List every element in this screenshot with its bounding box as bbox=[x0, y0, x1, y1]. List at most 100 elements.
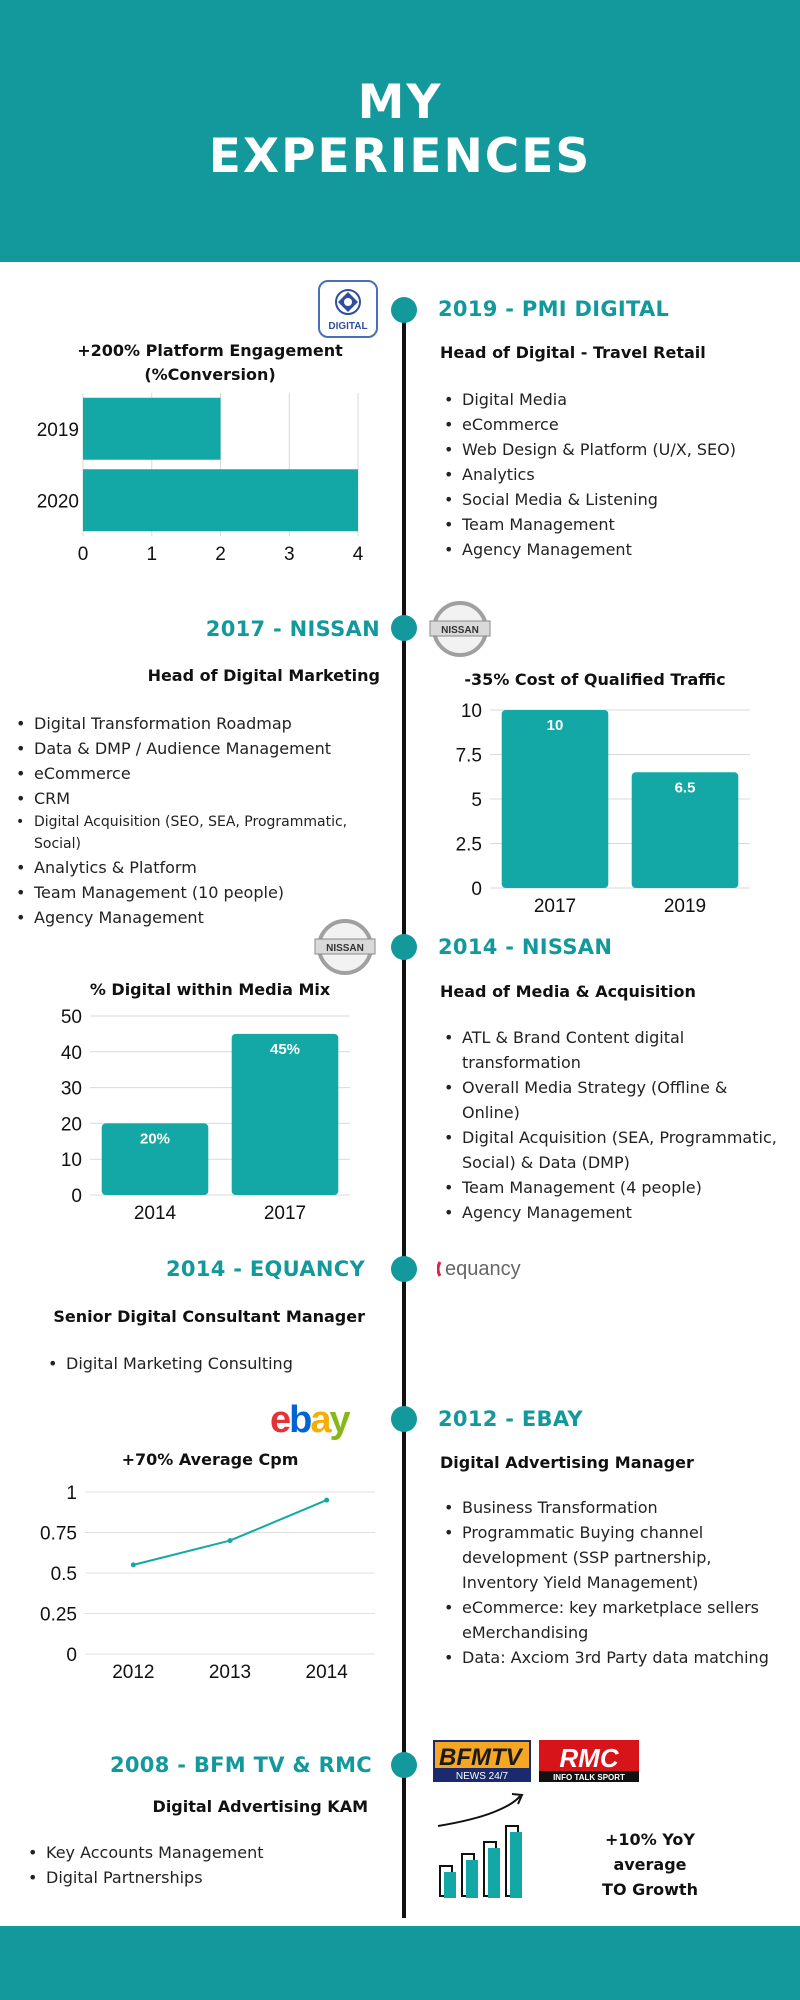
tick-label: 0 bbox=[78, 544, 89, 563]
bullet-list-pmi: Digital MediaeCommerceWeb Design & Platf… bbox=[440, 387, 790, 562]
category-label: 2017 bbox=[264, 1203, 306, 1224]
growth-chart-icon bbox=[437, 1793, 524, 1898]
section-title-ebay: 2012 - EBAY bbox=[438, 1407, 583, 1431]
chart-title-cost: -35% Cost of Qualified Traffic bbox=[464, 670, 726, 689]
role-ebay: Digital Advertising Manager bbox=[440, 1453, 694, 1472]
timeline-dot bbox=[391, 1256, 417, 1282]
bullet-item: Agency Management bbox=[12, 905, 382, 930]
bar bbox=[631, 772, 739, 888]
role-equancy: Senior Digital Consultant Manager bbox=[53, 1307, 365, 1326]
timeline-dot bbox=[391, 615, 417, 641]
growth-line-2: average bbox=[613, 1855, 687, 1874]
section-title-pmi: 2019 - PMI DIGITAL bbox=[438, 297, 670, 321]
data-label: 45% bbox=[270, 1041, 300, 1058]
chart-title-cpm: +70% Average Cpm bbox=[121, 1450, 299, 1469]
bullet-item: Team Management bbox=[440, 512, 790, 537]
timeline-dot bbox=[391, 934, 417, 960]
page-title-line2: EXPERIENCES bbox=[208, 129, 592, 184]
bar bbox=[501, 710, 609, 888]
engagement-bar-chart: 0 1 2 3 4 2019 2020 bbox=[37, 393, 364, 563]
category-label: 2017 bbox=[534, 896, 576, 917]
role-bfm: Digital Advertising KAM bbox=[152, 1797, 368, 1816]
page-title-line1: MY bbox=[357, 75, 443, 130]
timeline-line bbox=[402, 300, 406, 1918]
tick-label: 1 bbox=[66, 1483, 77, 1504]
bullet-item: Business Transformation bbox=[440, 1495, 790, 1520]
tick-label: 2.5 bbox=[456, 835, 482, 856]
bullet-list-nissan-2014: ATL & Brand Content digital transformati… bbox=[440, 1025, 790, 1225]
bar bbox=[83, 469, 358, 532]
tick-label: 4 bbox=[353, 544, 364, 563]
bfmtv-logo: BFMTV NEWS 24/7 bbox=[433, 1740, 531, 1782]
ebay-logo: ebay bbox=[268, 1396, 368, 1441]
bfm-logo-text: BFMTV bbox=[439, 1744, 524, 1771]
section-title-nissan-2017: 2017 - NISSAN bbox=[205, 617, 380, 641]
bullet-item: Overall Media Strategy (Offline & Online… bbox=[440, 1075, 790, 1125]
bullet-item: Analytics & Platform bbox=[12, 855, 382, 880]
tick-label: 7.5 bbox=[456, 746, 482, 767]
nissan-logo: NISSAN bbox=[427, 600, 493, 658]
section-title-nissan-2014: 2014 - NISSAN bbox=[438, 935, 613, 959]
data-label: 6.5 bbox=[675, 779, 696, 796]
bullet-item: eCommerce bbox=[12, 761, 382, 786]
bullet-item: Digital Partnerships bbox=[24, 1865, 364, 1890]
tick-label: 50 bbox=[61, 1007, 82, 1028]
growth-line-1: +10% YoY bbox=[605, 1830, 695, 1849]
data-point bbox=[324, 1497, 330, 1503]
bullet-item: Data & DMP / Audience Management bbox=[12, 736, 382, 761]
timeline-dot bbox=[391, 297, 417, 323]
media-mix-bar-chart: 0 10 20 30 40 50 20% 2014 45% 2017 bbox=[61, 1007, 350, 1224]
bullet-item: Team Management (4 people) bbox=[440, 1175, 790, 1200]
bullet-list-ebay: Business TransformationProgrammatic Buyi… bbox=[440, 1495, 790, 1670]
equancy-logo-text: equancy bbox=[445, 1258, 521, 1280]
bar bbox=[83, 397, 221, 460]
chart-title-media-mix: % Digital within Media Mix bbox=[89, 980, 331, 999]
bullet-item: Data: Axciom 3rd Party data matching bbox=[440, 1645, 790, 1670]
bullet-item: CRM bbox=[12, 786, 382, 811]
bullet-item: Digital Marketing Consulting bbox=[44, 1351, 374, 1376]
category-label: 2014 bbox=[306, 1662, 349, 1683]
role-nissan-2014: Head of Media & Acquisition bbox=[440, 982, 696, 1001]
nissan-logo: NISSAN bbox=[312, 918, 378, 976]
category-label: 2014 bbox=[134, 1203, 177, 1224]
data-point bbox=[130, 1562, 136, 1568]
bullet-item: Team Management (10 people) bbox=[12, 880, 382, 905]
section-title-bfm: 2008 - BFM TV & RMC bbox=[109, 1753, 372, 1777]
tick-label: 0 bbox=[471, 879, 482, 900]
cost-bar-chart: 0 2.5 5 7.5 10 10 2017 6.5 2019 bbox=[456, 701, 750, 917]
rmc-logo: RMC INFO TALK SPORT bbox=[539, 1740, 639, 1782]
bar bbox=[231, 1033, 339, 1195]
bullet-item: Digital Media bbox=[440, 387, 790, 412]
crest-icon: DIGITAL bbox=[328, 289, 368, 332]
growth-line-3: TO Growth bbox=[602, 1880, 698, 1899]
tick-label: 0.25 bbox=[40, 1605, 77, 1626]
tick-label: 2 bbox=[215, 544, 226, 563]
bullet-item: eCommerce bbox=[440, 412, 790, 437]
tick-label: 5 bbox=[471, 790, 482, 811]
role-pmi: Head of Digital - Travel Retail bbox=[440, 343, 706, 362]
timeline-dot bbox=[391, 1752, 417, 1778]
rmc-logo-text: RMC bbox=[559, 1743, 619, 1773]
timeline-dot bbox=[391, 1406, 417, 1432]
chart-title-engagement: +200% Platform Engagement (%Conversion) bbox=[77, 341, 343, 384]
tick-label: 10 bbox=[61, 1150, 82, 1171]
tick-label: 1 bbox=[146, 544, 157, 563]
category-label: 2012 bbox=[112, 1662, 154, 1683]
header-banner: MY EXPERIENCES bbox=[0, 0, 800, 262]
tick-label: 0.75 bbox=[40, 1524, 77, 1545]
bullet-item: ATL & Brand Content digital transformati… bbox=[440, 1025, 790, 1075]
bullet-item: Agency Management bbox=[440, 1200, 790, 1225]
bullet-list-nissan-2017: Digital Transformation RoadmapData & DMP… bbox=[12, 711, 382, 930]
tick-label: 10 bbox=[461, 701, 482, 722]
cpm-line-chart: 0 0.25 0.5 0.75 1 2012 2013 2014 bbox=[40, 1483, 375, 1683]
bullet-list-equancy: Digital Marketing Consulting bbox=[44, 1351, 374, 1376]
footer-banner bbox=[0, 1926, 800, 2000]
bullet-item: Digital Acquisition (SEA, Programmatic, … bbox=[440, 1125, 790, 1175]
bar bbox=[101, 1123, 209, 1195]
bullet-item: Programmatic Buying channel development … bbox=[440, 1520, 790, 1595]
tick-label: 3 bbox=[284, 544, 295, 563]
bullet-item: Web Design & Platform (U/X, SEO) bbox=[440, 437, 790, 462]
nissan-logo-text: NISSAN bbox=[441, 625, 479, 636]
category-label: 2020 bbox=[37, 491, 79, 512]
tick-label: 30 bbox=[61, 1079, 82, 1100]
